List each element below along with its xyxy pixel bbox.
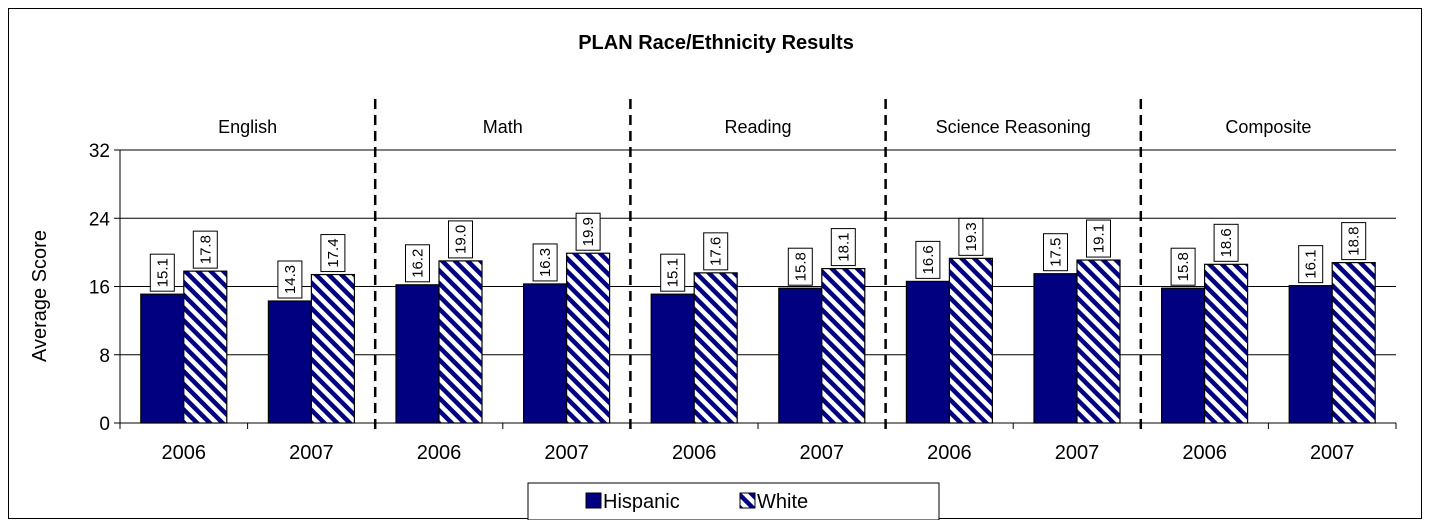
bars — [140, 252, 1376, 424]
y-tick-label: 24 — [89, 209, 111, 230]
bar-hispanic — [395, 284, 440, 424]
y-axis-label: Average Score — [29, 230, 51, 362]
data-label-box — [320, 234, 346, 273]
data-label-box — [703, 232, 729, 271]
data-label-box — [1170, 247, 1196, 286]
data-label: 15.1 — [154, 258, 171, 287]
x-category-label: 2007 — [544, 442, 589, 464]
data-label-box — [958, 217, 984, 256]
bar-white — [821, 267, 866, 424]
data-label: 19.9 — [580, 217, 597, 246]
data-label-box — [575, 212, 601, 251]
data-label-box — [915, 240, 941, 279]
chart-title: PLAN Race/Ethnicity Results — [578, 32, 854, 54]
x-category-label: 2006 — [927, 442, 972, 464]
data-label-box — [1213, 223, 1239, 262]
bar-hispanic — [1033, 273, 1078, 424]
data-label: 17.4 — [325, 238, 342, 267]
bar-white — [310, 273, 355, 424]
y-tick-label: 8 — [99, 346, 110, 367]
bar-hispanic — [905, 280, 951, 424]
group-label: English — [218, 117, 277, 137]
legend-label-hispanic: Hispanic — [603, 491, 680, 513]
group-label: Math — [483, 117, 523, 137]
y-tick-label: 32 — [89, 141, 110, 162]
bar-white — [1331, 262, 1376, 424]
bar-hispanic — [1288, 285, 1333, 424]
data-label: 14.3 — [282, 265, 299, 294]
bar-hispanic — [140, 293, 185, 424]
data-label-box — [277, 260, 303, 299]
bar-white — [1076, 259, 1121, 424]
bar-hispanic — [522, 283, 568, 424]
data-label: 19.0 — [453, 225, 470, 254]
data-label-box — [192, 230, 218, 269]
data-label-box — [448, 220, 473, 259]
bar-white — [1203, 263, 1249, 424]
y-tick-label: 0 — [99, 414, 110, 435]
data-label: 17.8 — [197, 235, 214, 264]
data-label: 16.1 — [1303, 250, 1320, 279]
data-label: 15.8 — [792, 252, 809, 281]
bar-white — [693, 272, 738, 424]
data-label: 18.8 — [1346, 227, 1363, 256]
data-label: 15.8 — [1175, 252, 1192, 281]
legend-swatch-white — [739, 492, 756, 509]
x-category-label: 2006 — [1182, 442, 1227, 464]
group-dividers — [373, 99, 1143, 429]
data-label-box — [1341, 222, 1367, 261]
data-label-box — [405, 244, 430, 283]
axes — [114, 149, 1397, 429]
bar-white — [438, 260, 483, 424]
data-label-box — [532, 243, 558, 282]
x-category-label: 2007 — [289, 442, 334, 464]
data-label: 16.6 — [920, 245, 937, 274]
data-label: 18.1 — [835, 232, 852, 261]
x-category-label: 2006 — [162, 442, 207, 464]
bar-hispanic — [267, 300, 312, 424]
group-label: Science Reasoning — [936, 117, 1091, 137]
group-label: Reading — [724, 117, 791, 137]
bar-chart: PLAN Race/Ethnicity Results Average Scor… — [29, 32, 1397, 520]
group-label: Composite — [1225, 117, 1311, 137]
data-label: 18.6 — [1218, 228, 1235, 257]
legend-swatch-hispanic — [585, 492, 602, 509]
bar-hispanic — [650, 293, 695, 424]
data-label-box — [1086, 219, 1111, 258]
legend: Hispanic White — [527, 482, 940, 520]
bar-hispanic — [1160, 287, 1206, 424]
data-label-box — [660, 253, 686, 292]
data-label: 17.5 — [1048, 238, 1065, 267]
data-label-box — [830, 228, 856, 267]
data-label: 19.3 — [963, 222, 980, 251]
legend-label-white: White — [757, 491, 808, 513]
data-label-box — [1298, 245, 1324, 284]
bar-white — [565, 252, 611, 424]
data-label-box — [1043, 233, 1068, 272]
data-label: 19.1 — [1091, 224, 1108, 253]
x-category-label: 2006 — [672, 442, 717, 464]
data-label: 16.2 — [410, 249, 427, 278]
data-label-box — [149, 253, 175, 292]
data-label: 15.1 — [665, 258, 682, 287]
labels: 0 8 16 24 32 2006 2007 2006 2007 2006 2007 2006 2007… — [89, 117, 1367, 464]
data-label: 17.6 — [708, 237, 725, 266]
x-category-label: 2007 — [800, 442, 845, 464]
data-label: 16.3 — [537, 248, 554, 277]
x-category-label: 2006 — [417, 442, 462, 464]
bar-white — [183, 270, 228, 424]
bar-hispanic — [778, 287, 823, 424]
chart-frame: PLAN Race/Ethnicity Results Average Scor… — [8, 8, 1422, 520]
data-label-box — [787, 247, 813, 286]
x-category-label: 2007 — [1310, 442, 1355, 464]
y-tick-label: 16 — [89, 278, 110, 299]
x-category-label: 2007 — [1055, 442, 1100, 464]
bar-white — [948, 257, 994, 424]
